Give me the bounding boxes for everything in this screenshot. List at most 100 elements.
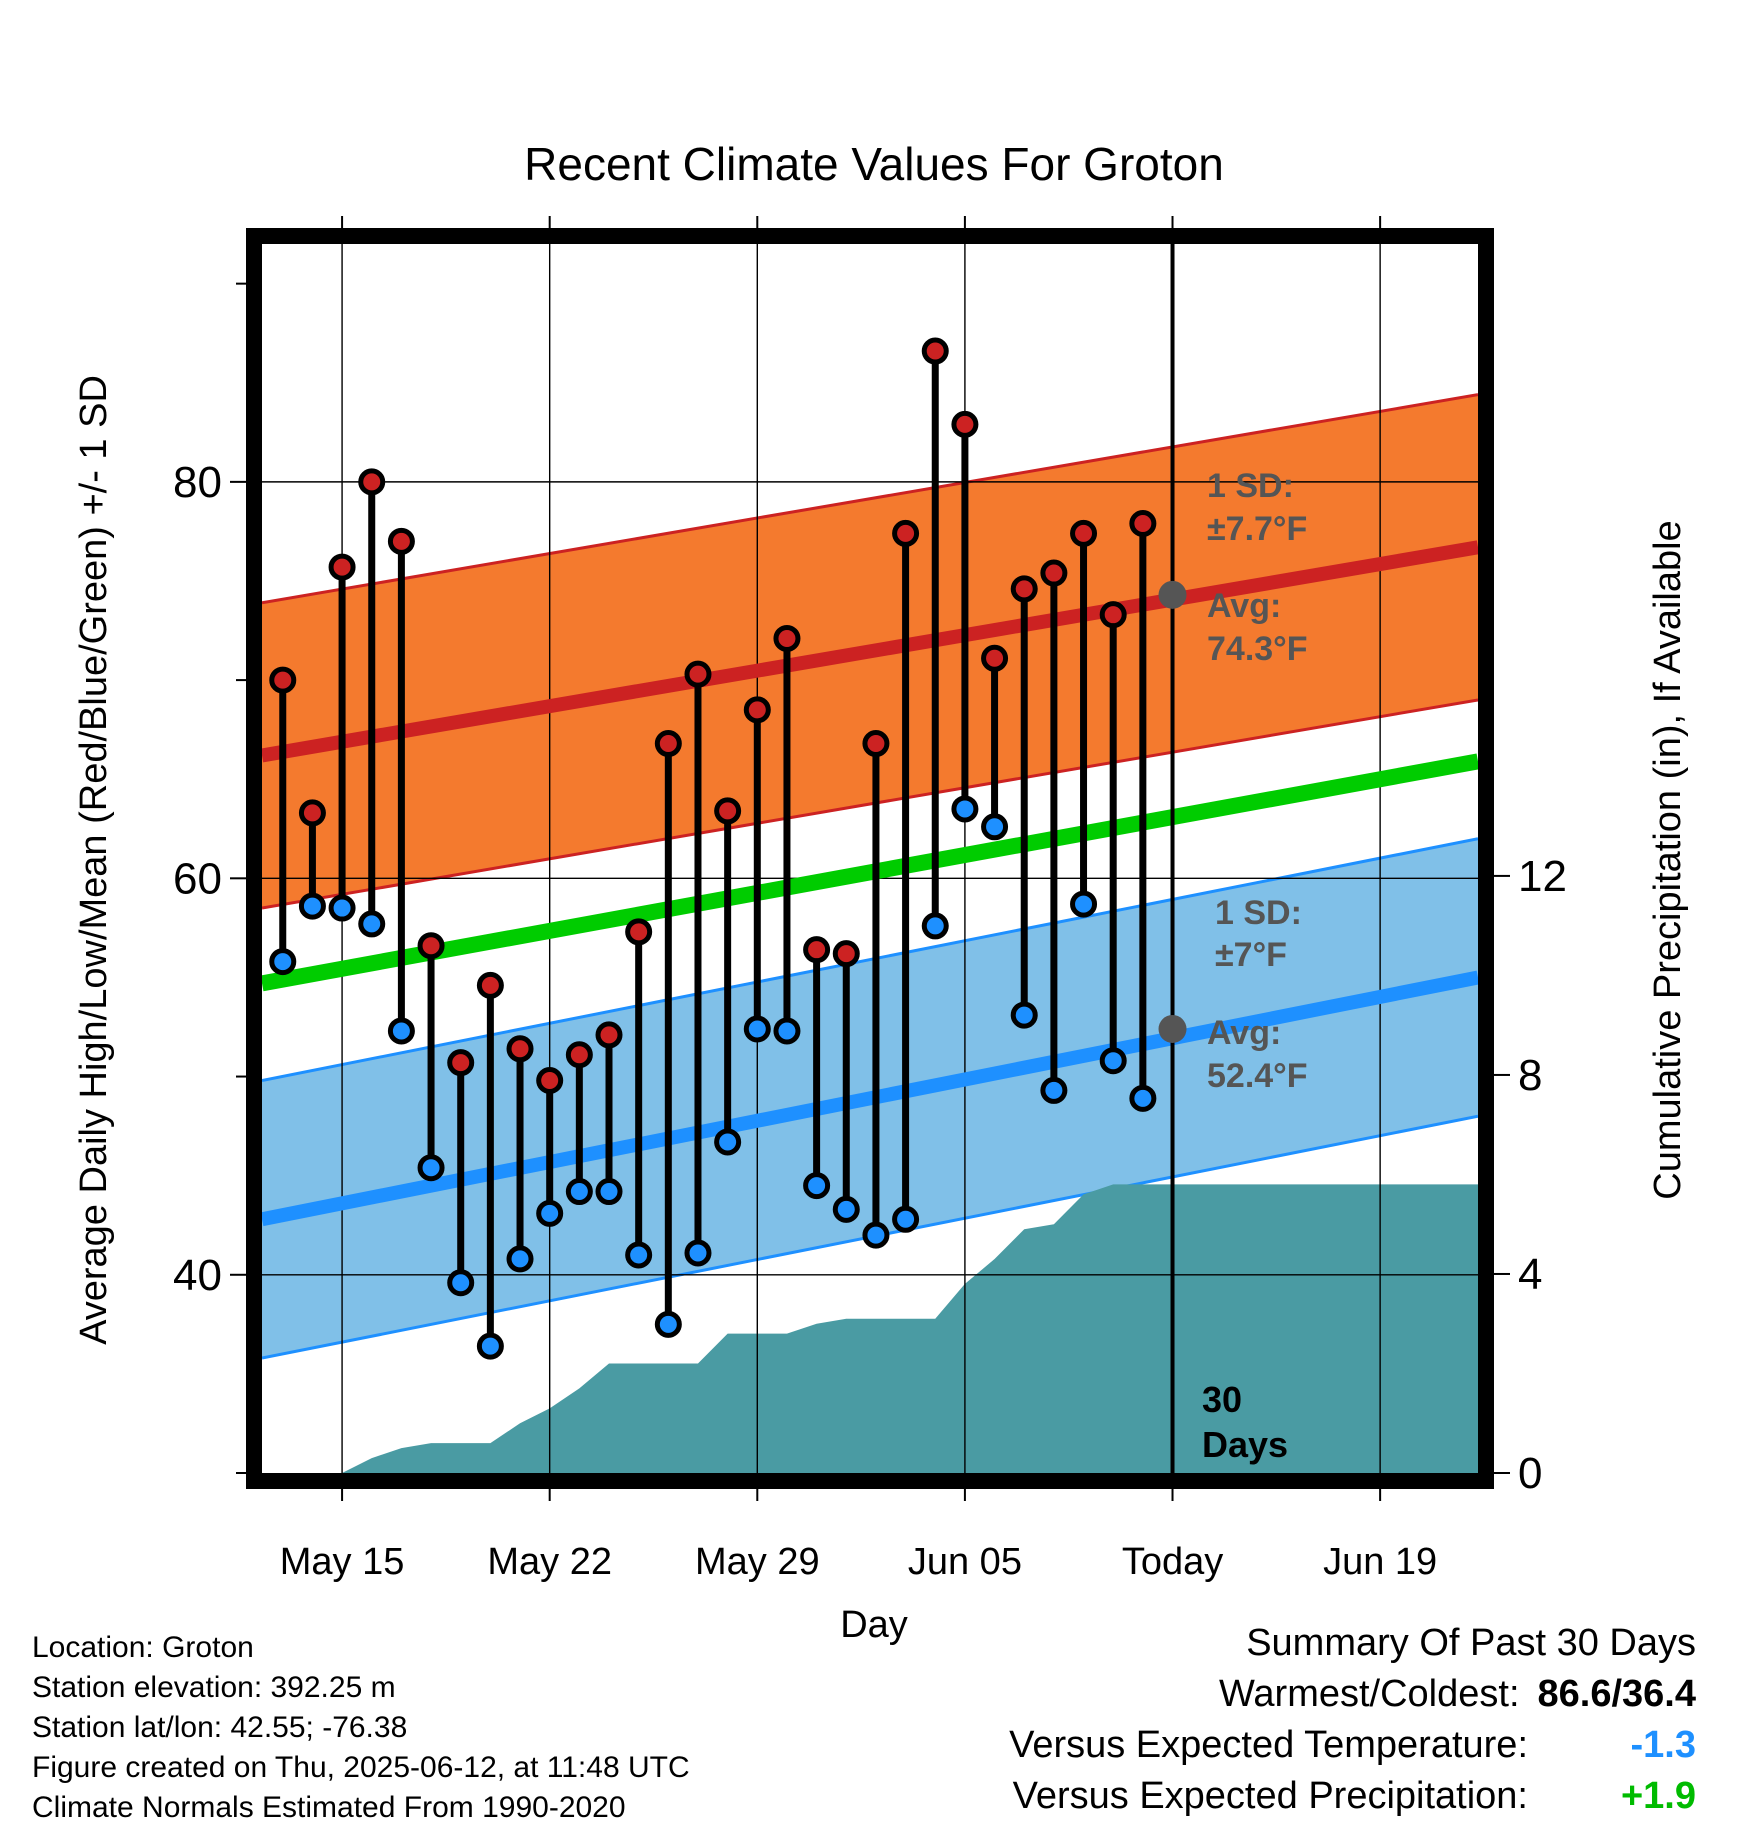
low-sd-title: 1 SD: bbox=[1215, 894, 1302, 932]
latlon-text: Station lat/lon: 42.55; -76.38 bbox=[32, 1711, 408, 1744]
plot-content bbox=[262, 244, 1478, 1473]
high-point bbox=[684, 660, 712, 688]
low-point bbox=[743, 1015, 771, 1043]
x-tick-label: Today bbox=[1122, 1541, 1223, 1583]
high-point bbox=[803, 936, 831, 964]
high-point bbox=[773, 624, 801, 652]
high-point bbox=[1010, 575, 1038, 603]
days-label-number: 30 bbox=[1202, 1379, 1242, 1420]
high-point bbox=[358, 468, 386, 496]
y-tick-label: 60 bbox=[173, 854, 222, 903]
low-point bbox=[447, 1269, 475, 1297]
low-point bbox=[358, 910, 386, 938]
low-point bbox=[536, 1199, 564, 1227]
y2-axis-label: Cumulative Precipitation (in), If Availa… bbox=[1647, 520, 1689, 1199]
high-point bbox=[1129, 509, 1157, 537]
high-point bbox=[1040, 559, 1068, 587]
elevation-text: Station elevation: 392.25 m bbox=[32, 1671, 396, 1704]
low-point bbox=[269, 948, 297, 976]
low-point bbox=[803, 1172, 831, 1200]
location-text: Location: Groton bbox=[32, 1631, 254, 1664]
low-point bbox=[773, 1017, 801, 1045]
low-point bbox=[506, 1245, 534, 1273]
low-point bbox=[328, 894, 356, 922]
high-point bbox=[625, 918, 653, 946]
high-point bbox=[506, 1035, 534, 1063]
high-point bbox=[862, 730, 890, 758]
plot-frame bbox=[246, 228, 1494, 1489]
high-point bbox=[387, 527, 415, 555]
temp-label: Versus Expected Temperature: bbox=[1009, 1724, 1528, 1766]
y-axis-label: Average Daily High/Low/Mean (Red/Blue/Gr… bbox=[73, 375, 115, 1345]
summary-temp: Versus Expected Temperature: -1.3 bbox=[1009, 1720, 1696, 1771]
high-avg-value: 74.3°F bbox=[1207, 630, 1308, 668]
low-point bbox=[1129, 1084, 1157, 1112]
x-tick-label: May 15 bbox=[280, 1541, 405, 1583]
low-point bbox=[1070, 890, 1098, 918]
y-tick-label: 40 bbox=[173, 1251, 222, 1300]
summary-warm-cold: Warmest/Coldest: 86.6/36.4 bbox=[1009, 1669, 1696, 1720]
high-point bbox=[1070, 519, 1098, 547]
y-tick-label: 80 bbox=[173, 458, 222, 507]
high-point bbox=[921, 337, 949, 365]
low-point bbox=[565, 1178, 593, 1206]
low-point bbox=[832, 1195, 860, 1223]
low-avg-title: Avg: bbox=[1207, 1014, 1281, 1052]
low-point bbox=[625, 1241, 653, 1269]
summary-precip: Versus Expected Precipitation: +1.9 bbox=[1009, 1771, 1696, 1822]
high-avg-marker bbox=[1158, 580, 1187, 609]
high-point bbox=[832, 940, 860, 968]
x-axis-label: Day bbox=[840, 1604, 908, 1646]
plot-area: 1 SD: ±7.7°F Avg: 74.3°F 1 SD: ±7°F Avg: 52.4°F… bbox=[173, 216, 1567, 1583]
chart-title: Recent Climate Values For Groton bbox=[524, 138, 1224, 190]
high-avg-title: Avg: bbox=[1207, 587, 1281, 625]
low-point bbox=[862, 1221, 890, 1249]
high-point bbox=[981, 644, 1009, 672]
low-point bbox=[298, 892, 326, 920]
warm-cold-value: 86.6/36.4 bbox=[1537, 1673, 1696, 1715]
low-point bbox=[654, 1310, 682, 1338]
created-text: Figure created on Thu, 2025-06-12, at 11… bbox=[32, 1751, 690, 1784]
low-point bbox=[951, 795, 979, 823]
low-point bbox=[595, 1178, 623, 1206]
high-point bbox=[447, 1049, 475, 1077]
low-point bbox=[1010, 1001, 1038, 1029]
high-sd-value: ±7.7°F bbox=[1207, 510, 1307, 548]
high-point bbox=[743, 696, 771, 724]
high-point bbox=[714, 797, 742, 825]
high-point bbox=[298, 799, 326, 827]
normal-low-line bbox=[262, 970, 1478, 1227]
high-point bbox=[654, 730, 682, 758]
normal-high-band-upper-edge bbox=[262, 393, 1478, 605]
high-point bbox=[892, 519, 920, 547]
high-point bbox=[595, 1021, 623, 1049]
x-tick-label: Jun 05 bbox=[908, 1541, 1022, 1583]
normal-mean-line bbox=[262, 753, 1478, 992]
high-point bbox=[951, 410, 979, 438]
high-point bbox=[269, 666, 297, 694]
low-point bbox=[684, 1239, 712, 1267]
x-tick-label: May 29 bbox=[695, 1541, 820, 1583]
high-point bbox=[417, 932, 445, 960]
low-point bbox=[892, 1205, 920, 1233]
low-point bbox=[417, 1154, 445, 1182]
normals-text: Climate Normals Estimated From 1990-2020 bbox=[32, 1791, 626, 1824]
low-avg-marker bbox=[1158, 1014, 1187, 1043]
y2-tick-label: 0 bbox=[1518, 1449, 1542, 1498]
warm-cold-label: Warmest/Coldest: bbox=[1218, 1673, 1520, 1715]
low-point bbox=[387, 1017, 415, 1045]
high-sd-title: 1 SD: bbox=[1207, 467, 1294, 505]
y2-tick-label: 12 bbox=[1518, 852, 1567, 901]
high-point bbox=[328, 553, 356, 581]
high-point bbox=[536, 1067, 564, 1095]
days-label-text: Days bbox=[1202, 1424, 1288, 1465]
low-sd-value: ±7°F bbox=[1215, 936, 1287, 974]
high-point bbox=[565, 1041, 593, 1069]
precip-area bbox=[342, 1184, 1478, 1473]
normal-high-line bbox=[262, 540, 1478, 763]
precip-value: +1.9 bbox=[1620, 1775, 1696, 1817]
normal-high-band-lower-edge bbox=[262, 698, 1478, 910]
low-point bbox=[1099, 1047, 1127, 1075]
station-info: Location: Groton Station elevation: 392.… bbox=[32, 1628, 690, 1828]
